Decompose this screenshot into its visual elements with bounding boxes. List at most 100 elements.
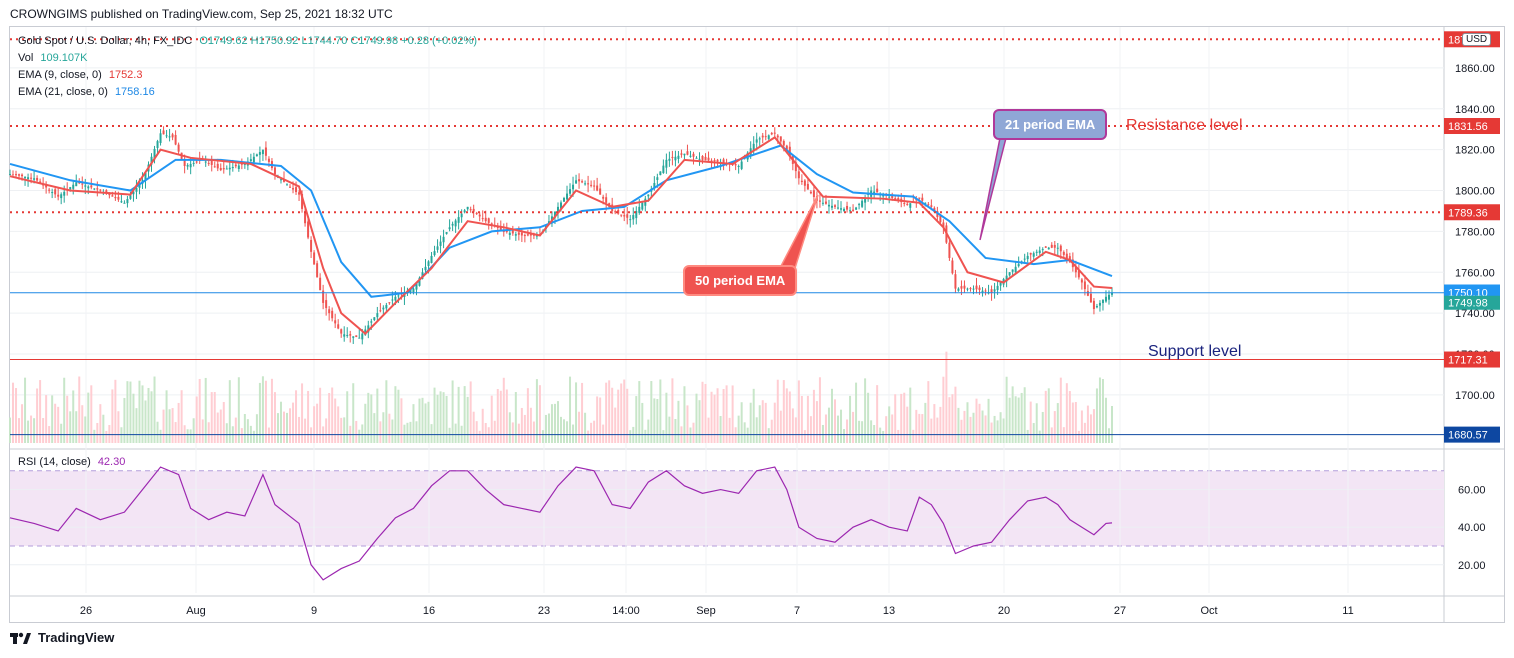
candle-body bbox=[379, 310, 382, 312]
volume-bar bbox=[560, 416, 562, 443]
volume-bar bbox=[906, 406, 909, 443]
volume-bar bbox=[626, 388, 629, 443]
candle-body bbox=[701, 155, 704, 160]
price-tag-bg bbox=[1444, 351, 1500, 368]
volume-bar bbox=[337, 406, 340, 443]
volume-bar bbox=[867, 392, 870, 443]
time-tick-label: 23 bbox=[538, 605, 550, 617]
volume-bar bbox=[511, 422, 514, 443]
candle-body bbox=[397, 295, 400, 297]
candle-body bbox=[1056, 247, 1059, 249]
volume-bar bbox=[674, 419, 677, 443]
volume-bar bbox=[695, 393, 698, 443]
candle-body bbox=[526, 234, 529, 236]
candle-body bbox=[156, 141, 159, 148]
candle-body bbox=[812, 190, 815, 197]
volume-bar bbox=[69, 411, 72, 443]
candle-body bbox=[990, 289, 993, 293]
candle-body bbox=[918, 197, 921, 199]
ema50-note[interactable]: 50 period EMA bbox=[683, 265, 798, 296]
tradingview-logo-icon bbox=[10, 632, 31, 644]
volume-bar bbox=[704, 383, 707, 443]
volume-bar bbox=[225, 423, 228, 443]
volume-bar bbox=[424, 403, 427, 443]
volume-bar bbox=[132, 393, 135, 443]
publisher-header: CROWNGIMS published on TradingView.com, … bbox=[10, 7, 393, 21]
candle-body bbox=[957, 288, 960, 291]
legend-ema9-label[interactable]: EMA (9, close, 0) bbox=[18, 69, 102, 81]
volume-bar bbox=[623, 379, 626, 443]
volume-bar bbox=[316, 403, 319, 443]
candle-body bbox=[1080, 279, 1083, 283]
volume-bar bbox=[650, 381, 653, 443]
volume-bar bbox=[737, 415, 740, 443]
volume-bar bbox=[909, 387, 912, 443]
volume-bar bbox=[876, 385, 879, 443]
legend-ema21-label[interactable]: EMA (21, close, 0) bbox=[18, 86, 108, 98]
volume-bar bbox=[840, 409, 843, 443]
candle-body bbox=[927, 204, 930, 206]
candle-body bbox=[343, 334, 346, 337]
volume-bar bbox=[818, 377, 821, 443]
volume-bar bbox=[171, 408, 174, 443]
candle-body bbox=[292, 188, 295, 190]
candle-body bbox=[737, 165, 740, 167]
volume-bar bbox=[252, 430, 255, 443]
candle-body bbox=[689, 155, 692, 157]
candle-body bbox=[659, 171, 662, 176]
candle-body bbox=[629, 219, 632, 221]
ema21-note[interactable]: 21 period EMA bbox=[993, 109, 1108, 140]
volume-bar bbox=[797, 380, 800, 443]
currency-button[interactable]: USD bbox=[1462, 33, 1492, 46]
candle-body bbox=[454, 220, 457, 227]
tradingview-footer[interactable]: TradingView bbox=[10, 630, 114, 645]
legend-rsi-label[interactable]: RSI (14, close) bbox=[18, 456, 91, 468]
candle-body bbox=[553, 211, 556, 218]
footer-brand: TradingView bbox=[38, 630, 115, 645]
candle-body bbox=[129, 195, 132, 199]
candle-body bbox=[505, 230, 508, 233]
volume-bar bbox=[1071, 402, 1074, 443]
volume-bar bbox=[870, 420, 873, 443]
candle-body bbox=[69, 187, 72, 190]
candle-body bbox=[520, 232, 523, 236]
candle-body bbox=[334, 320, 337, 324]
volume-bar bbox=[93, 429, 96, 443]
candle-body bbox=[361, 333, 364, 340]
candle-body bbox=[833, 205, 836, 207]
candle-body bbox=[189, 163, 192, 168]
volume-bar bbox=[234, 417, 237, 443]
candle-body bbox=[1074, 266, 1077, 273]
volume-bar bbox=[144, 400, 147, 443]
volume-bar bbox=[505, 389, 508, 443]
volume-bar bbox=[310, 427, 313, 443]
volume-bar bbox=[418, 398, 421, 443]
volume-bar bbox=[12, 382, 15, 443]
candle-body bbox=[508, 232, 511, 235]
volume-bar bbox=[328, 393, 331, 443]
volume-bar bbox=[457, 386, 460, 443]
volume-bar bbox=[590, 422, 593, 443]
candle-body bbox=[1062, 251, 1065, 255]
candle-body bbox=[948, 242, 951, 258]
volume-bar bbox=[665, 392, 668, 443]
resistance-label[interactable]: Resistance level bbox=[1126, 117, 1243, 134]
volume-bar bbox=[1059, 377, 1062, 443]
candle-body bbox=[237, 165, 240, 169]
candle-body bbox=[1107, 294, 1110, 300]
candle-body bbox=[81, 183, 84, 185]
legend-vol-label[interactable]: Vol bbox=[18, 52, 34, 64]
support-label[interactable]: Support level bbox=[1148, 343, 1242, 360]
candle-body bbox=[638, 206, 641, 213]
rsi-tick-label: 60.00 bbox=[1458, 485, 1486, 497]
candle-body bbox=[999, 282, 1002, 286]
legend-symbol[interactable]: Gold Spot / U.S. Dollar, 4h, FX_IDC bbox=[18, 35, 193, 47]
candle-body bbox=[120, 201, 123, 203]
volume-bar bbox=[581, 382, 584, 443]
volume-bar bbox=[168, 409, 171, 443]
volume-bar bbox=[773, 402, 776, 443]
volume-bar bbox=[575, 382, 578, 443]
volume-bar bbox=[794, 417, 797, 443]
candle-body bbox=[75, 182, 78, 187]
